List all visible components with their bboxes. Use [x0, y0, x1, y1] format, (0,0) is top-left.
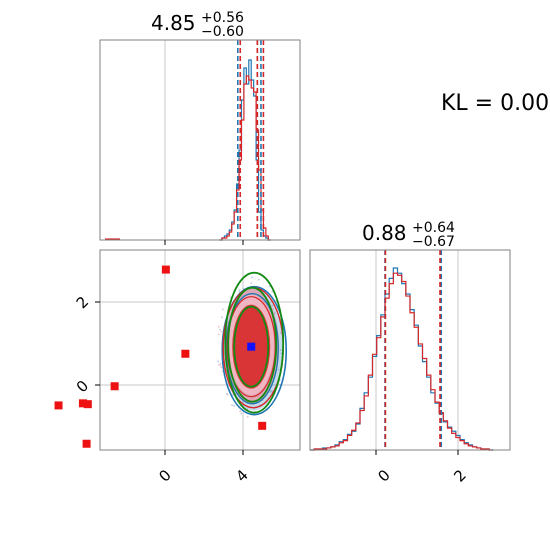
sample-point	[251, 276, 253, 279]
right-hist-series-red	[310, 272, 494, 451]
right-histogram-panel	[309, 249, 511, 455]
top-panel-frame	[99, 39, 301, 241]
sample-point	[269, 390, 272, 393]
sample-point	[271, 304, 274, 307]
blue-marker	[247, 342, 256, 351]
sample-point	[233, 404, 235, 407]
sample-point	[238, 288, 241, 291]
right-xtick-0: 0	[374, 466, 393, 485]
contour-red-inner	[226, 296, 276, 398]
kl-divergence-label: KL = 0.00	[441, 91, 549, 116]
top-title-main: 4.85	[151, 11, 196, 35]
top-title-minus: −0.60	[201, 24, 244, 40]
sample-point	[220, 316, 223, 319]
sample-point	[221, 308, 224, 311]
red-marker-2	[110, 382, 119, 391]
sample-point	[226, 393, 229, 396]
scatter-ytick-2: 2	[73, 293, 92, 312]
sample-point	[239, 410, 242, 413]
contour-green-mid	[227, 286, 278, 403]
contour-green-outer	[224, 271, 285, 414]
right-title-minus: −0.67	[412, 234, 455, 250]
red-marker-1	[181, 349, 190, 358]
red-marker-5	[82, 439, 91, 448]
top-title-plus: +0.56	[201, 10, 244, 26]
sample-point	[271, 290, 274, 293]
sample-point	[240, 412, 243, 415]
sample-point	[217, 360, 220, 363]
sample-point	[246, 415, 249, 418]
sample-point	[220, 366, 223, 369]
contour-blue-inner	[225, 292, 279, 405]
sample-point	[219, 364, 222, 366]
red-marker-0	[161, 265, 170, 274]
sample-point	[219, 362, 222, 365]
scatter-panel-frame	[99, 249, 301, 451]
top-histogram-panel	[99, 39, 301, 245]
sample-point	[280, 332, 282, 334]
sample-point	[232, 394, 234, 396]
sample-point	[278, 383, 281, 386]
sample-point	[221, 370, 224, 373]
sample-point	[231, 404, 233, 406]
sample-point	[217, 325, 220, 328]
sample-point	[218, 364, 220, 366]
red-marker-4	[78, 399, 87, 408]
scatter-ytick-0: 0	[73, 377, 92, 396]
red-marker-6	[54, 401, 63, 410]
right-hist-series-blue	[310, 267, 494, 451]
sample-point	[217, 333, 220, 336]
sample-point	[218, 328, 221, 331]
red-marker-3	[83, 400, 92, 409]
sample-point	[257, 278, 260, 281]
scatter-xtick-4: 4	[232, 466, 251, 485]
sample-point	[250, 282, 253, 284]
contour-green-inner	[233, 305, 270, 388]
sample-point	[280, 352, 283, 355]
right-xtick-2: 2	[450, 466, 469, 485]
sample-point	[277, 368, 280, 371]
right-histogram-title: 0.88 +0.64 −0.67	[362, 220, 455, 250]
red-marker-7	[258, 421, 267, 430]
scatter-xtick-0: 0	[155, 466, 174, 485]
right-title-plus: +0.64	[412, 220, 455, 236]
sample-point	[268, 285, 271, 288]
right-panel-frame	[309, 249, 511, 451]
contour-blue-outer	[221, 285, 288, 416]
sample-point	[238, 290, 241, 293]
sample-point	[279, 349, 282, 351]
top-hist-series-red	[219, 75, 271, 241]
right-title-main: 0.88	[362, 221, 407, 245]
top-histogram-title: 4.85 +0.56 −0.60	[151, 10, 244, 40]
scatter-density-panel	[54, 249, 301, 455]
sample-point	[220, 330, 222, 333]
